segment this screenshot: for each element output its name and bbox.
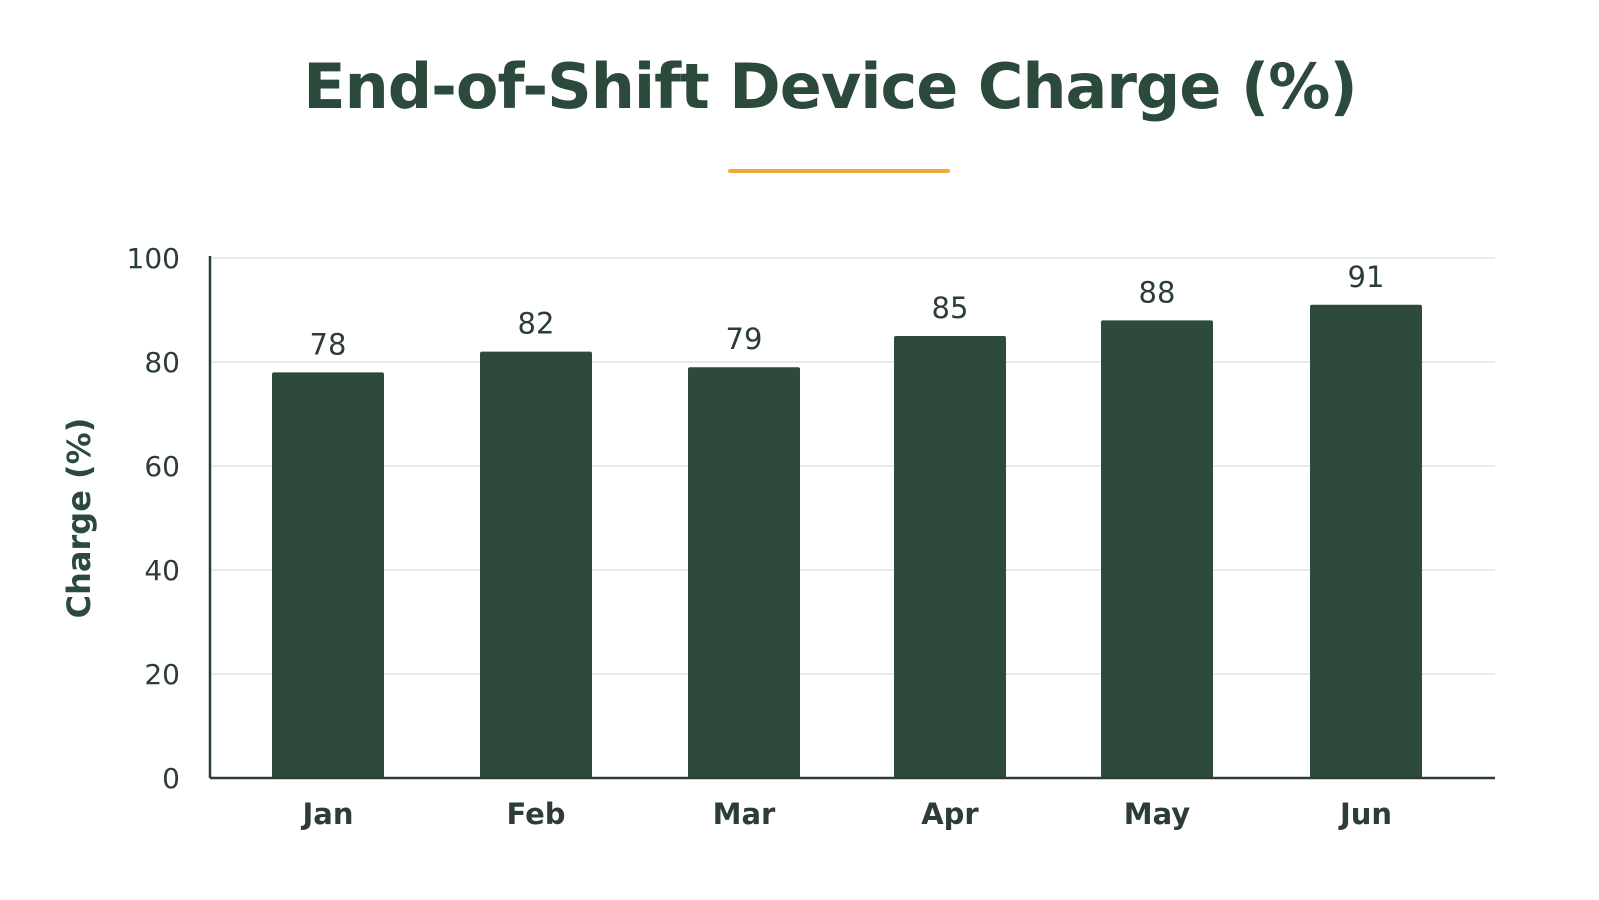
bar-jan bbox=[272, 372, 384, 778]
data-label-mar: 79 bbox=[726, 322, 763, 356]
y-tick-labels: 0 20 40 60 80 100 bbox=[127, 242, 180, 795]
y-axis-title: Charge (%) bbox=[60, 418, 98, 619]
x-tick-label-jun: Jun bbox=[1338, 797, 1392, 831]
x-tick-label-jan: Jan bbox=[300, 797, 353, 831]
title-underline bbox=[728, 169, 950, 173]
bar-may bbox=[1101, 320, 1213, 778]
bars bbox=[272, 304, 1422, 778]
data-label-feb: 82 bbox=[518, 307, 555, 341]
x-tick-label-mar: Mar bbox=[713, 797, 776, 831]
gridlines bbox=[210, 257, 1495, 675]
bar-feb bbox=[480, 351, 592, 778]
data-label-apr: 85 bbox=[932, 291, 969, 325]
x-tick-labels: Jan Feb Mar Apr May Jun bbox=[300, 797, 1392, 831]
y-tick-label-80: 80 bbox=[144, 346, 180, 379]
x-tick-label-feb: Feb bbox=[506, 797, 565, 831]
bar-apr bbox=[894, 336, 1006, 778]
x-tick-label-apr: Apr bbox=[921, 797, 979, 831]
y-tick-label-60: 60 bbox=[144, 450, 180, 483]
chart-title: End-of-Shift Device Charge (%) bbox=[303, 50, 1358, 123]
y-tick-label-20: 20 bbox=[144, 658, 180, 691]
data-labels: 78 82 79 85 88 91 bbox=[310, 260, 1385, 362]
data-label-jan: 78 bbox=[310, 327, 347, 361]
y-tick-label-40: 40 bbox=[144, 554, 180, 587]
bar-jun bbox=[1310, 304, 1422, 778]
data-label-jun: 91 bbox=[1348, 260, 1385, 294]
y-tick-label-100: 100 bbox=[127, 242, 180, 275]
y-tick-label-0: 0 bbox=[162, 762, 180, 795]
axes bbox=[208, 256, 1495, 780]
bar-mar bbox=[688, 367, 800, 778]
x-tick-label-may: May bbox=[1124, 797, 1191, 831]
data-label-may: 88 bbox=[1139, 275, 1176, 309]
